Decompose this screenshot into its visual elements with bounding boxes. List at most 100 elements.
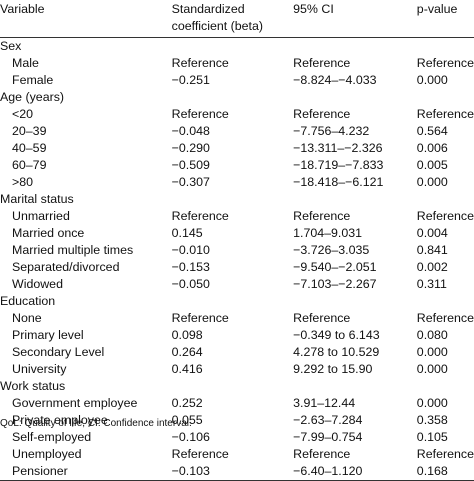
cell-variable: None (12, 311, 42, 325)
header-ci: 95% CI (293, 0, 417, 38)
header-beta-line-1: Standardized (171, 2, 245, 16)
cell-beta: 0.055 (171, 413, 203, 427)
cell-p-value: 0.358 (416, 413, 448, 427)
cell-variable: Secondary Level (12, 345, 105, 359)
cell-ci: 1.704–9.031 (293, 226, 363, 240)
cell-beta: −0.153 (171, 260, 210, 274)
cell-ci: −9.540–−2.051 (293, 260, 377, 274)
cell-ci: −13.311–−2.326 (293, 141, 383, 155)
cell-p-value: Reference (416, 56, 474, 70)
table-row: Female −0.251 −8.824–−4.033 0.000 (0, 72, 474, 89)
table-row: 60–79 −0.509 −18.719–−7.833 0.005 (0, 157, 474, 174)
group-label: Education (0, 294, 56, 308)
group-header-row: Education (0, 293, 474, 310)
table-row: Secondary Level 0.264 4.278 to 10.529 0.000 (0, 344, 474, 361)
cell-variable: Unemployed (12, 447, 82, 461)
cell-ci: 9.292 to 15.90 (293, 362, 373, 376)
table-row: 20–39 −0.048 −7.756–4.232 0.564 (0, 123, 474, 140)
group-label: Sex (0, 39, 22, 53)
cell-beta: Reference (171, 107, 229, 121)
cell-p-value: 0.564 (416, 124, 448, 138)
cell-variable: <20 (12, 107, 34, 121)
table-row: Unemployed Reference Reference Reference (0, 446, 474, 463)
table-row: Separated/divorced −0.153 −9.540–−2.051 0.0… (0, 259, 474, 276)
cell-ci: −7.756–4.232 (293, 124, 370, 138)
cell-ci: Reference (293, 209, 351, 223)
group-header-row: Work status (0, 378, 474, 395)
cell-ci: −6.40–1.120 (293, 463, 417, 481)
cell-ci: −7.103–−2.267 (293, 277, 377, 291)
group-header-row: Sex (0, 38, 474, 56)
cell-beta: −0.251 (171, 73, 210, 87)
cell-beta: −0.106 (171, 430, 210, 444)
cell-variable: Male (12, 56, 39, 70)
cell-variable: 20–39 (12, 124, 47, 138)
table-header: Variable Standardized coefficient (beta)… (0, 0, 474, 38)
cell-ci: Reference (293, 447, 351, 461)
cell-variable: Widowed (12, 277, 63, 291)
table-row: Pensioner −0.103 −6.40–1.120 0.168 (0, 463, 474, 481)
table-row: Unmarried Reference Reference Reference (0, 208, 474, 225)
cell-variable: 60–79 (12, 158, 47, 172)
cell-variable: Married once (12, 226, 85, 240)
cell-variable: Private employee (12, 413, 108, 427)
cell-p-value: 0.080 (416, 328, 448, 342)
header-row: Variable Standardized coefficient (beta)… (0, 0, 474, 38)
cell-variable: Married multiple times (12, 243, 134, 257)
cell-beta: 0.145 (171, 226, 203, 240)
cell-ci: −2.63–7.284 (293, 413, 363, 427)
cell-ci: −18.719–−7.833 (293, 158, 384, 172)
cell-p-value: 0.000 (416, 362, 448, 376)
cell-p-value: Reference (416, 311, 474, 325)
cell-variable: Self-employed (12, 430, 92, 444)
cell-ci: Reference (293, 56, 351, 70)
cell-p-value: 0.000 (416, 396, 448, 410)
table-row: Government employee 0.252 3.91–12.44 0.000 (0, 395, 474, 412)
cell-variable: Pensioner (0, 463, 172, 481)
cell-variable: 40–59 (12, 141, 47, 155)
cell-beta: Reference (171, 56, 229, 70)
group-header-row: Marital status (0, 191, 474, 208)
cell-beta: 0.264 (171, 345, 203, 359)
table-row: None Reference Reference Reference (0, 310, 474, 327)
cell-variable: Unmarried (12, 209, 70, 223)
cell-p-value: 0.000 (416, 73, 448, 87)
cell-beta: −0.048 (171, 124, 210, 138)
table-footnote: QoL: Quality of life, CI: Confidence int… (0, 418, 192, 429)
header-beta-line-2: coefficient (beta) (171, 19, 264, 33)
cell-p-value: 0.002 (416, 260, 448, 274)
table-row: University 0.416 9.292 to 15.90 0.000 (0, 361, 474, 378)
cell-ci: −8.824–−4.033 (293, 73, 377, 87)
table-row: Private employee 0.055 −2.63–7.284 0.358 (0, 412, 474, 429)
table-row: 40–59 −0.290 −13.311–−2.326 0.006 (0, 140, 474, 157)
cell-ci: 4.278 to 10.529 (293, 345, 380, 359)
table-row: >80 −0.307 −18.418–−6.121 0.000 (0, 174, 474, 191)
cell-variable: >80 (12, 175, 34, 189)
cell-variable: Government employee (12, 396, 138, 410)
cell-ci: −18.418–−6.121 (293, 175, 384, 189)
cell-beta: −0.010 (171, 243, 210, 257)
group-header-row: Age (years) (0, 89, 474, 106)
table-row: Widowed −0.050 −7.103–−2.267 0.311 (0, 276, 474, 293)
cell-p-value: 0.000 (416, 345, 448, 359)
cell-p-value: 0.311 (416, 277, 447, 291)
cell-beta: −0.050 (171, 277, 210, 291)
header-beta: Standardized coefficient (beta) (171, 0, 294, 38)
cell-variable: University (12, 362, 67, 376)
cell-beta: −0.103 (171, 463, 294, 481)
table-row: Self-employed −0.106 −7.99–0.754 0.105 (0, 429, 474, 446)
cell-beta: −0.307 (171, 175, 210, 189)
table-row: Married multiple times −0.010 −3.726–3.035… (0, 242, 474, 259)
table-row: <20 Reference Reference Reference (0, 106, 474, 123)
cell-beta: −0.509 (171, 158, 210, 172)
cell-beta: Reference (171, 311, 229, 325)
cell-p-value: 0.000 (416, 175, 448, 189)
header-variable: Variable (0, 0, 172, 38)
cell-beta: Reference (171, 209, 229, 223)
cell-p-value: 0.168 (416, 463, 474, 481)
cell-ci: −7.99–0.754 (293, 430, 363, 444)
cell-variable: Female (12, 73, 54, 87)
cell-p-value: 0.005 (416, 158, 448, 172)
